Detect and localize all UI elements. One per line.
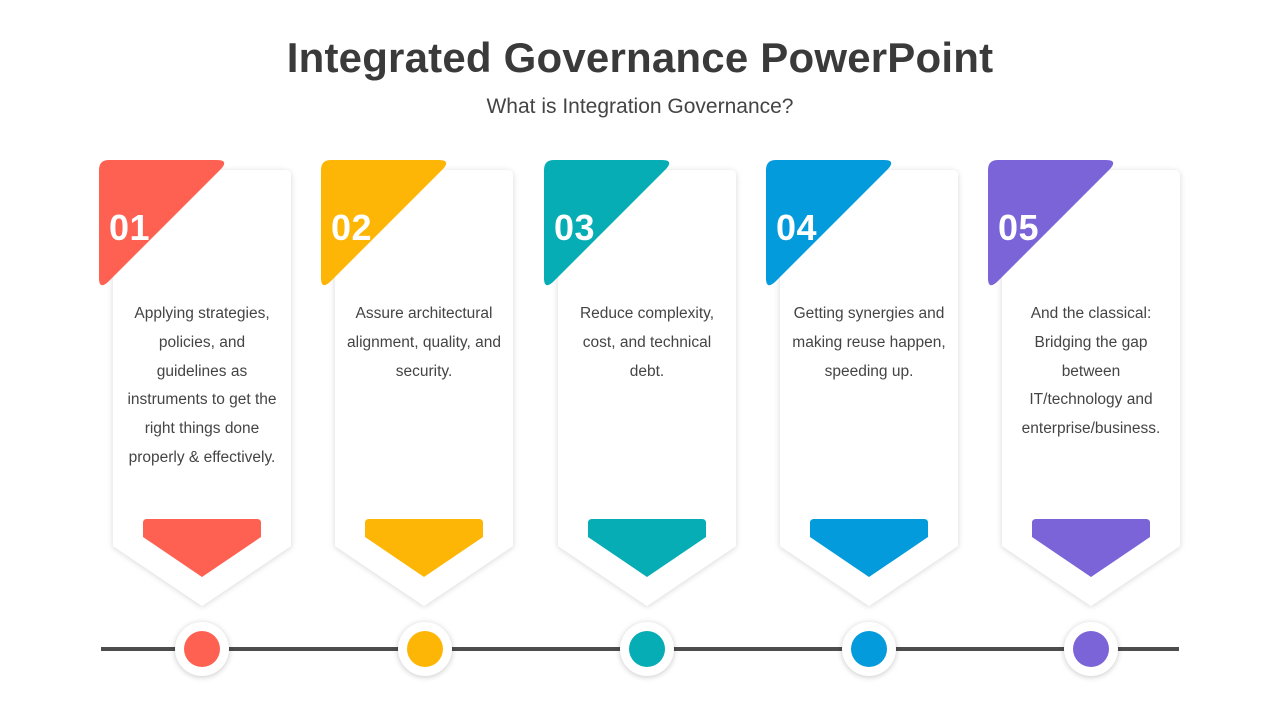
card-number: 04: [776, 207, 818, 248]
timeline-dot-fill: [1073, 631, 1109, 667]
arrow-down-icon: [1032, 519, 1150, 577]
timeline-dot-1: [175, 622, 229, 676]
card-2: 02 Assure architectural alignment, quali…: [321, 160, 513, 608]
timeline-dot-4: [842, 622, 896, 676]
number-tab: [766, 160, 892, 286]
card-description: Applying strategies, policies, and guide…: [127, 305, 277, 466]
slide-subtitle: What is Integration Governance?: [486, 95, 794, 118]
card-description: And the classical: Bridging the gap betw…: [1021, 305, 1161, 438]
card-number: 05: [998, 207, 1040, 248]
timeline-dot-5: [1064, 622, 1118, 676]
timeline-dot-fill: [851, 631, 887, 667]
arrow-down-icon: [143, 519, 261, 577]
card-description: Reduce complexity, cost, and technical d…: [579, 305, 715, 380]
card-background: [113, 170, 291, 606]
arrow-down-icon: [588, 519, 706, 577]
number-tab: [321, 160, 447, 286]
number-tab: [544, 160, 670, 286]
timeline-dot-fill: [407, 631, 443, 667]
card-number: 01: [109, 207, 151, 248]
card-1: 01 Applying strategies, policies, and gu…: [99, 160, 291, 608]
card-background: [335, 170, 513, 606]
number-tab: [99, 160, 225, 286]
timeline-dot-2: [398, 622, 452, 676]
timeline-dot-fill: [184, 631, 220, 667]
number-tab: [988, 160, 1114, 286]
card-description: Getting synergies and making reuse happe…: [792, 305, 946, 380]
arrow-down-icon: [810, 519, 928, 577]
card-4: 04 Getting synergies and making reuse ha…: [766, 160, 958, 608]
card-number: 02: [331, 207, 373, 248]
timeline-dot-fill: [629, 631, 665, 667]
timeline-dot-3: [620, 622, 674, 676]
card-background: [558, 170, 736, 606]
card-description: Assure architectural alignment, quality,…: [347, 305, 501, 380]
arrow-down-icon: [365, 519, 483, 577]
card-background: [780, 170, 958, 606]
card-3: 03 Reduce complexity, cost, and technica…: [544, 160, 736, 608]
card-number: 03: [554, 207, 596, 248]
slide-title: Integrated Governance PowerPoint: [286, 34, 994, 81]
card-5: 05 And the classical: Bridging the gap b…: [988, 160, 1180, 608]
card-background: [1002, 170, 1180, 606]
